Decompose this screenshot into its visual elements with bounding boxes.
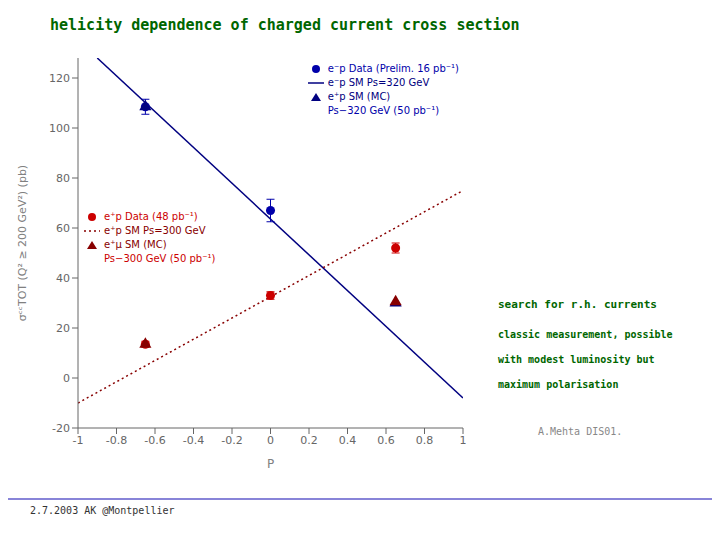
svg-text:-0.6: -0.6 bbox=[144, 434, 165, 447]
html-text:with modest luminosity but: with modest luminosity but bbox=[498, 354, 655, 365]
html-text:Ps−300 GeV (50 pb⁻¹): Ps−300 GeV (50 pb⁻¹) bbox=[104, 253, 216, 264]
html-text:e⁺μ SM (MC): e⁺μ SM (MC) bbox=[104, 239, 167, 250]
svg-text:0.6: 0.6 bbox=[377, 434, 395, 447]
svg-text:0.8: 0.8 bbox=[416, 434, 434, 447]
html-text:maximum polarisation: maximum polarisation bbox=[498, 379, 619, 390]
html-text:e⁻p SM Ps=320 GeV: e⁻p SM Ps=320 GeV bbox=[327, 77, 430, 88]
svg-text:20: 20 bbox=[56, 322, 70, 335]
svg-text:-0.8: -0.8 bbox=[106, 434, 127, 447]
svg-text:-0.4: -0.4 bbox=[183, 434, 204, 447]
html-text:search for r.h. currents: search for r.h. currents bbox=[498, 298, 657, 311]
html-text:Ps−320 GeV (50 pb⁻¹): Ps−320 GeV (50 pb⁻¹) bbox=[327, 105, 440, 116]
svg-text:100: 100 bbox=[49, 122, 70, 135]
svg-text:-20: -20 bbox=[52, 422, 70, 435]
svg-text:60: 60 bbox=[56, 222, 70, 235]
svg-text:0.2: 0.2 bbox=[300, 434, 318, 447]
svg-text:σᶜᶜTOT (Q² ≥ 200 GeV²) (pb): σᶜᶜTOT (Q² ≥ 200 GeV²) (pb) bbox=[16, 165, 29, 321]
svg-text:0: 0 bbox=[267, 434, 274, 447]
svg-text:0.4: 0.4 bbox=[339, 434, 357, 447]
html-text:helicity dependence of charged: helicity dependence of charged current c… bbox=[50, 16, 520, 34]
svg-text:40: 40 bbox=[56, 272, 70, 285]
html-text:A.Mehta DIS01.: A.Mehta DIS01. bbox=[538, 426, 623, 437]
html-text:2.7.2003 AK @Montpellier: 2.7.2003 AK @Montpellier bbox=[30, 505, 175, 516]
svg-text:80: 80 bbox=[56, 172, 70, 185]
html-text:e⁺p SM Ps=300 GeV: e⁺p SM Ps=300 GeV bbox=[104, 225, 206, 236]
html-text:e⁺p Data (48 pb⁻¹): e⁺p Data (48 pb⁻¹) bbox=[104, 211, 198, 222]
svg-text:P: P bbox=[267, 457, 274, 471]
svg-text:1: 1 bbox=[460, 434, 467, 447]
svg-text:-0.2: -0.2 bbox=[221, 434, 242, 447]
html-text:classic measurement, possible: classic measurement, possible bbox=[498, 329, 673, 340]
html-text:e⁺p SM (MC): e⁺p SM (MC) bbox=[327, 91, 391, 102]
svg-text:120: 120 bbox=[49, 72, 70, 85]
svg-text:0: 0 bbox=[63, 372, 70, 385]
html-text:e⁻p Data (Prelim. 16 pb⁻¹): e⁻p Data (Prelim. 16 pb⁻¹) bbox=[327, 63, 459, 74]
svg-text:-1: -1 bbox=[73, 434, 84, 447]
